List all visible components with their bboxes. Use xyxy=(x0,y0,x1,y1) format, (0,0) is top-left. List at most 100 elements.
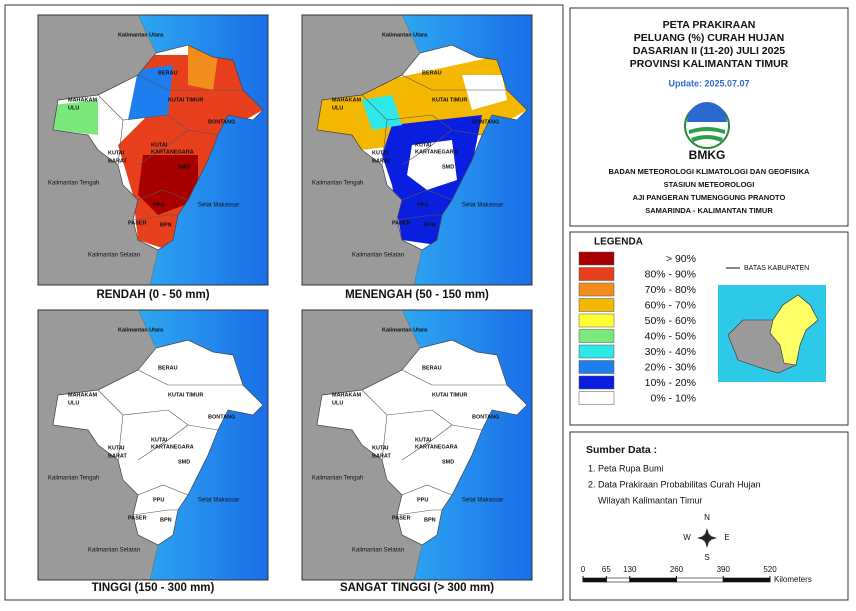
regency-boundary xyxy=(132,509,178,516)
map-label: BONTANG xyxy=(208,414,235,420)
map-label: Kalimantan Utara xyxy=(118,327,164,333)
map-body: Kalimantan Utara BERAU MAHAKAM ULU KUTAI TIM… xyxy=(302,310,532,580)
map-border xyxy=(301,309,533,581)
agency-line: STASIUN METEOROLOGI xyxy=(664,180,755,189)
rain-area xyxy=(128,65,173,120)
map-label: BERAU xyxy=(422,365,442,371)
regency-boundary xyxy=(386,409,483,431)
map-label: Selat Makassar xyxy=(198,498,239,504)
map-label: KUTAI xyxy=(415,437,432,443)
map-label: KARTANEGARA xyxy=(415,444,458,450)
map-label: MAHAKAM xyxy=(332,97,361,103)
map-label: Kalimantan Tengah xyxy=(312,476,363,482)
scale-segment xyxy=(629,577,677,583)
source-item: 2. Data Prakiraan Probabilitas Curah Huj… xyxy=(588,479,761,489)
map-panel: Kalimantan Utara BERAU MAHAKAM ULU KUTAI TIM… xyxy=(37,309,269,581)
scale-unit: Kilometers xyxy=(774,575,812,584)
legend-swatch xyxy=(578,344,615,359)
map-label: PASER xyxy=(392,220,411,226)
boundary-label: BATAS KABUPATEN xyxy=(744,265,809,272)
map-label: PPU xyxy=(153,202,164,208)
map-caption: RENDAH (0 - 50 mm) xyxy=(96,289,209,301)
province-outline xyxy=(316,339,528,546)
map-label: PPU xyxy=(153,497,164,503)
legend-swatch xyxy=(578,360,615,374)
map-panel: Kalimantan Utara BERAU MAHAKAM ULU KUTAI TIM… xyxy=(37,14,269,286)
map-label: Selat Makassar xyxy=(462,203,503,209)
map-panel: Kalimantan Utara BERAU MAHAKAM ULU KUTAI TIM… xyxy=(301,14,533,286)
map-label: MAHAKAM xyxy=(68,97,97,103)
regency-boundary xyxy=(137,129,189,166)
legend-swatch xyxy=(578,251,615,266)
province-outline xyxy=(316,44,528,251)
map-label: PASER xyxy=(128,220,147,226)
map-label: KUTAI TIMUR xyxy=(168,97,203,103)
map-label: BERAU xyxy=(158,365,178,371)
compass-letter: W xyxy=(683,533,691,542)
compass-letter: E xyxy=(724,533,729,542)
map-label: BPN xyxy=(424,517,436,523)
map-caption: SANGAT TINGGI (> 300 mm) xyxy=(340,582,494,594)
regency-boundary xyxy=(401,369,507,386)
map-label: ULU xyxy=(68,400,79,406)
map-label: KUTAI xyxy=(372,445,389,451)
map-label: Selat Makassar xyxy=(462,498,503,504)
map-label: Kalimantan Tengah xyxy=(48,476,99,482)
agency-line: AJI PANGERAN TUMENGGUNG PRANOTO xyxy=(633,193,786,202)
legend-swatch xyxy=(578,282,615,297)
map-border xyxy=(301,14,533,286)
map-label: KUTAI xyxy=(415,142,432,148)
legend-swatch xyxy=(578,298,615,312)
map-label: KARTANEGARA xyxy=(415,149,458,155)
map-label: PPU xyxy=(417,202,428,208)
legend-label: 0% - 10% xyxy=(650,392,696,404)
regency-boundary xyxy=(122,409,219,431)
legend-swatch xyxy=(578,391,615,405)
legend-title: LEGENDA xyxy=(594,237,643,248)
regency-boundary xyxy=(396,214,442,221)
scale-segment xyxy=(722,577,771,583)
regency-boundary xyxy=(137,189,189,201)
regency-boundary xyxy=(401,189,453,201)
regency-boundary xyxy=(137,424,189,461)
compass-letter: N xyxy=(704,513,710,522)
map-label: PASER xyxy=(128,515,147,521)
map-label: Kalimantan Selatan xyxy=(352,548,404,554)
regency-boundary xyxy=(122,114,219,136)
map-body: Kalimantan Utara BERAU MAHAKAM ULU KUTAI TIM… xyxy=(302,15,532,285)
map-panel: Kalimantan Utara BERAU MAHAKAM ULU KUTAI TIM… xyxy=(301,309,533,581)
map-label: KARTANEGARA xyxy=(151,149,194,155)
map-label: Kalimantan Selatan xyxy=(88,253,140,259)
map-label: SMD xyxy=(178,459,190,465)
scale-segment xyxy=(676,577,724,583)
map-caption: TINGGI (150 - 300 mm) xyxy=(92,582,215,594)
title-line: DASARIAN II (11-20) JULI 2025 xyxy=(633,45,785,57)
legend-label: > 90% xyxy=(666,253,696,265)
map-label: SMD xyxy=(442,459,454,465)
map-label: KUTAI xyxy=(108,150,125,156)
legend-swatch xyxy=(578,329,615,343)
map-label: Kalimantan Selatan xyxy=(88,548,140,554)
rain-probability xyxy=(53,45,263,250)
map-label: BARAT xyxy=(372,158,391,164)
legend-swatch xyxy=(578,267,615,281)
legend-label: 10% - 20% xyxy=(645,377,696,389)
agency-line: BADAN METEOROLOGI KLIMATOLOGI DAN GEOFIS… xyxy=(609,167,811,176)
scale-label: 520 xyxy=(763,565,777,574)
map-label: MAHAKAM xyxy=(332,392,361,398)
rain-area xyxy=(188,45,218,90)
title-line: PELUANG (%) CURAH HUJAN xyxy=(634,32,785,44)
map-label: PASER xyxy=(392,515,411,521)
map-label: PPU xyxy=(417,497,428,503)
regency-boundary xyxy=(137,484,189,496)
scale-segment xyxy=(606,577,631,583)
compass-letter: S xyxy=(704,553,709,562)
regency-boundary xyxy=(401,484,453,496)
title-line: PROVINSI KALIMANTAN TIMUR xyxy=(630,58,789,70)
map-label: BARAT xyxy=(108,453,127,459)
map-label: KUTAI xyxy=(108,445,125,451)
map-label: BPN xyxy=(424,222,436,228)
regency-boundary xyxy=(137,369,243,386)
bmkg-logo xyxy=(684,102,730,149)
map-label: Kalimantan Utara xyxy=(118,32,164,38)
